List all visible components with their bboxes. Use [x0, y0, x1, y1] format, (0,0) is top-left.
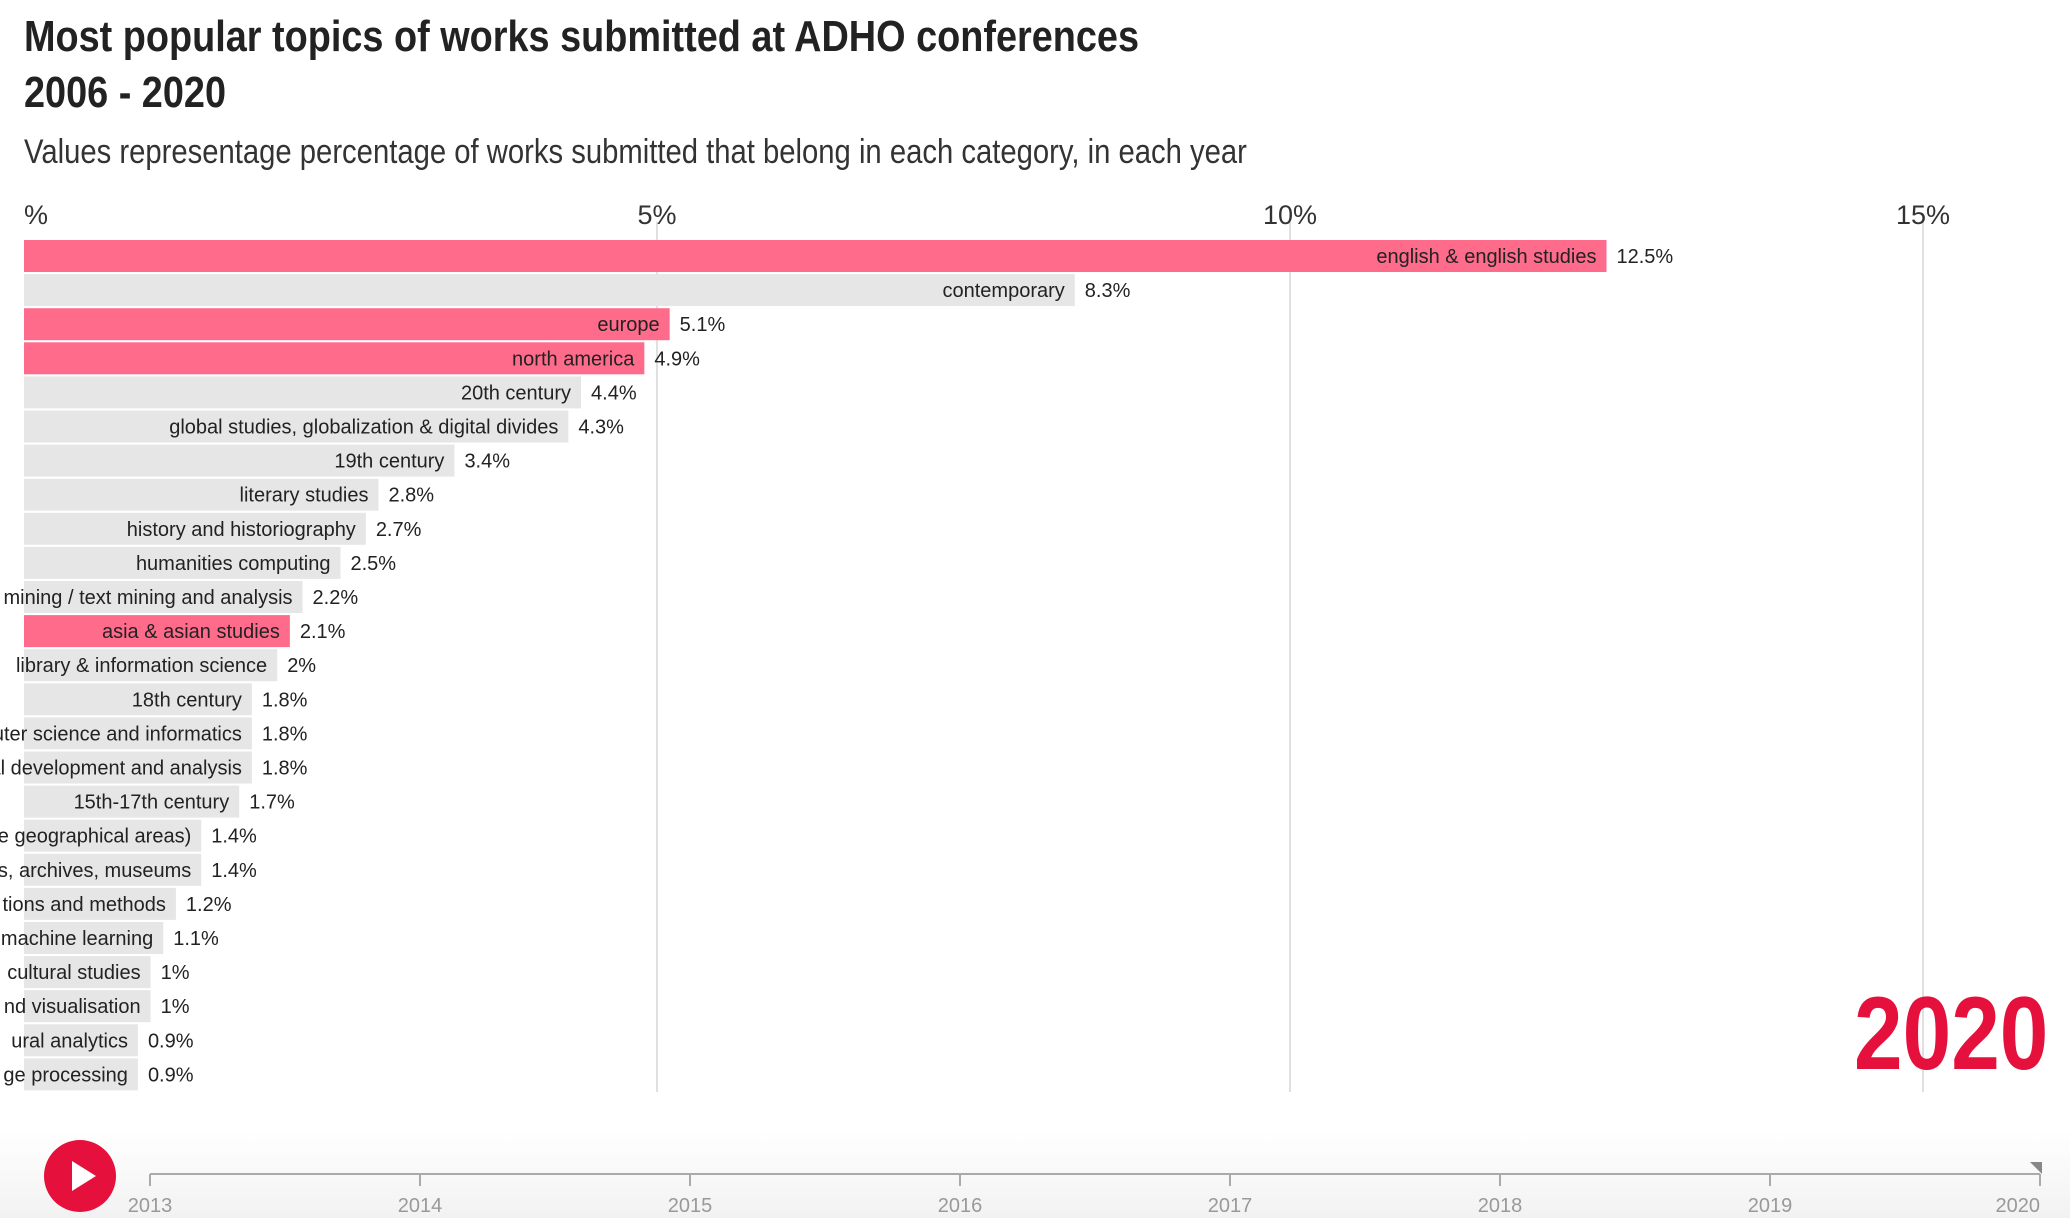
bar-value-label: 2.2%	[313, 587, 359, 609]
bar-category-label: tions and methods	[2, 894, 165, 916]
bar	[24, 444, 455, 477]
bar	[24, 717, 252, 750]
bar	[24, 410, 569, 443]
bar-value-label: 12.5%	[1617, 246, 1674, 268]
timeline-year-label[interactable]: 2016	[938, 1195, 983, 1217]
bar	[24, 683, 252, 716]
bar-category-label: uter science and informatics	[0, 723, 242, 745]
bar	[24, 546, 341, 579]
bar-category-label: english & english studies	[1376, 246, 1596, 268]
bar-value-label: 2.1%	[300, 621, 346, 643]
bar	[24, 751, 252, 784]
bar	[24, 956, 151, 989]
bar	[24, 819, 202, 852]
bar-value-label: 4.3%	[578, 417, 624, 439]
bar-category-label: europe	[597, 314, 659, 336]
bar	[24, 581, 303, 613]
bar-value-label: 1%	[161, 996, 190, 1018]
bar	[24, 376, 582, 409]
bar-value-label: 0.9%	[148, 1064, 194, 1086]
bars: english & english studies 12.5% contempora…	[0, 240, 1674, 1091]
bar	[24, 308, 670, 341]
bar	[24, 512, 366, 545]
bar	[24, 990, 151, 1023]
bar-category-label: north america	[512, 348, 635, 370]
bar-category-label: humanities computing	[136, 553, 331, 575]
timeline-year-label[interactable]: 2013	[128, 1195, 173, 1217]
year-timeline-slider[interactable]: 2013 2014 2015 2016 2017 2018 2019 2020	[0, 1160, 2070, 1218]
bar-value-label: 4.4%	[591, 382, 637, 404]
bar-value-label: 8.3%	[1085, 280, 1131, 302]
x-tick-label: 10%	[1263, 200, 1317, 230]
bar-category-label: 19th century	[334, 451, 444, 473]
x-axis-ticks: % 5% 10% 15%	[24, 200, 1950, 230]
bar-category-label: history and historiography	[127, 519, 356, 541]
bar-category-label: a mining / text mining and analysis	[0, 587, 293, 609]
timeline-year-label[interactable]: 2019	[1748, 1195, 1793, 1217]
timeline-handle[interactable]	[2030, 1162, 2042, 1174]
bar-category-label: ural analytics	[11, 1030, 128, 1052]
bar-category-label: ge processing	[3, 1064, 128, 1086]
x-tick-label: 5%	[637, 200, 676, 230]
bar-value-label: 1.1%	[173, 928, 219, 950]
chart-subtitle: 2006 - 2020	[24, 68, 226, 117]
bar	[24, 785, 240, 818]
bar-category-label: literary studies	[240, 485, 369, 507]
bar	[24, 342, 645, 375]
bar	[24, 649, 278, 682]
current-year-label: 2020	[1853, 976, 2048, 1092]
timeline-year-label[interactable]: 2018	[1478, 1195, 1523, 1217]
bar-category-label: 15th-17th century	[74, 792, 230, 814]
bar-category-label: asia & asian studies	[102, 621, 280, 643]
x-tick-label: 15%	[1896, 200, 1950, 230]
bar	[24, 1024, 138, 1057]
bar	[24, 887, 176, 920]
bar-value-label: 1.8%	[262, 758, 308, 780]
bar	[24, 240, 1607, 272]
bar-value-label: 3.4%	[464, 451, 510, 473]
bar-value-label: 1.2%	[186, 894, 232, 916]
bar-category-label: contemporary	[942, 280, 1064, 302]
bar-category-label: al development and analysis	[0, 758, 242, 780]
bar-value-label: 2.7%	[376, 519, 422, 541]
bar-category-label: 18th century	[132, 689, 242, 711]
bar-value-label: 1%	[161, 962, 190, 984]
bar	[24, 615, 290, 648]
bar	[24, 853, 202, 886]
bar	[24, 922, 164, 954]
play-icon	[72, 1161, 96, 1191]
bar-category-label: e geographical areas)	[0, 826, 191, 848]
bar-category-label: nd visualisation	[4, 996, 141, 1018]
bar-value-label: 0.9%	[148, 1030, 194, 1052]
bar-category-label: global studies, globalization & digital …	[169, 417, 558, 439]
bar	[24, 1058, 138, 1091]
bar-value-label: 1.8%	[262, 723, 308, 745]
bar-value-label: 2.8%	[388, 485, 434, 507]
bar-category-label: machine learning	[1, 928, 153, 950]
timeline-year-label[interactable]: 2014	[398, 1195, 443, 1217]
bar-value-label: 1.4%	[211, 826, 257, 848]
chart-note: Values representage percentage of works …	[24, 133, 1247, 171]
chart-title: Most popular topics of works submitted a…	[24, 12, 1140, 61]
bar-value-label: 5.1%	[680, 314, 726, 336]
bar-value-label: 1.4%	[211, 860, 257, 882]
bar-value-label: 1.7%	[249, 792, 295, 814]
bar-value-label: 2.5%	[351, 553, 397, 575]
bar-value-label: 1.8%	[262, 689, 308, 711]
timeline-year-label[interactable]: 2017	[1208, 1195, 1253, 1217]
timeline-year-label[interactable]: 2020	[1996, 1195, 2041, 1217]
timeline-year-label[interactable]: 2015	[668, 1195, 713, 1217]
bar-category-label: library & information science	[16, 655, 267, 677]
bar-category-label: s, archives, museums	[0, 860, 191, 882]
bar	[24, 274, 1075, 307]
bar-value-label: 2%	[287, 655, 316, 677]
bar-category-label: 20th century	[461, 382, 571, 404]
x-tick-label: %	[24, 200, 48, 230]
gridlines	[656, 222, 1924, 1092]
play-button[interactable]	[44, 1140, 116, 1212]
bar	[24, 478, 379, 511]
bar-category-label: cultural studies	[7, 962, 140, 984]
bar-value-label: 4.9%	[654, 348, 700, 370]
